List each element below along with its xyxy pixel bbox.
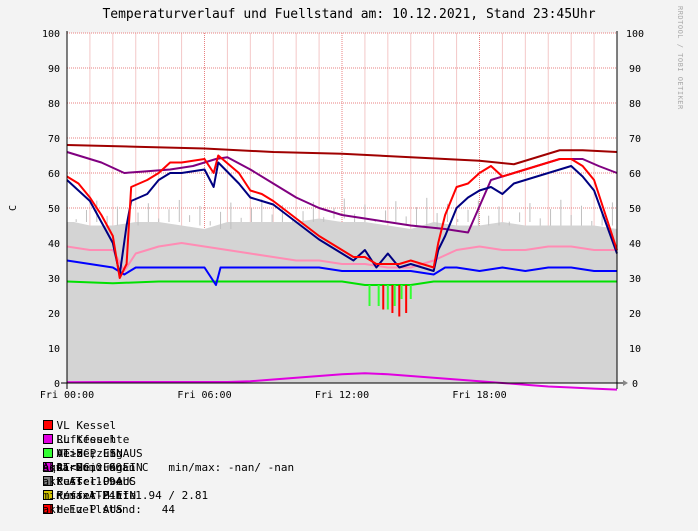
y-tick-label-left: 80 (48, 99, 60, 110)
y-tick-label-left: 20 (48, 309, 60, 320)
stat-fuellstand: akt.Fuellstand: 44 (42, 503, 175, 516)
y-tick-label-right: 90 (629, 64, 641, 75)
series-heiz-p-ein (66, 280, 617, 286)
y-tick-label-left: 100 (42, 29, 60, 40)
y-tick-label-left: 0 (54, 379, 60, 390)
legend-item-luftfeuchte: Luftfeuchte (42, 433, 150, 447)
y-tick-label-right: 70 (629, 134, 641, 145)
y-tick-label-left: 50 (48, 204, 60, 215)
series-vl-heizung (66, 242, 617, 272)
series-luftfeuchte (66, 372, 618, 391)
y-axis-label: C (8, 205, 19, 211)
legend-label: VL Kessel (56, 419, 117, 432)
y-tick-label-left: 60 (48, 169, 60, 180)
y-tick-label-right: 20 (629, 309, 641, 320)
chart-svg: 0 0 10 10 20 20 30 30 40 40 50 50 60 60 70 70 80 80 90 90 10… (8, 29, 644, 401)
series-rl-kessel (66, 161, 618, 276)
y-tick-label-left: 40 (48, 239, 60, 250)
x-tick-label: Fri 06:00 (177, 390, 231, 401)
fuellstand-area (67, 218, 617, 383)
y-tick-label-right: 0 (632, 379, 638, 390)
x-tick-label: Fri 00:00 (40, 390, 94, 401)
legend-item-heiz-p-ein: Heiz-P EIN (42, 447, 149, 461)
y-tick-label-left: 30 (48, 274, 60, 285)
legend-label: Heiz-P EIN (56, 447, 123, 460)
chart-title: Temperaturverlauf und Fuellstand am: 10.… (102, 7, 596, 22)
stat-at: akt.AT:-1.94 C (42, 475, 136, 488)
legend-label: RL Kessel (56, 433, 117, 446)
y-tick-label-right: 80 (629, 99, 641, 110)
y-tick-label-right: 10 (629, 344, 641, 355)
y-tick-label-right: 100 (626, 29, 644, 40)
legend: VL Kessel RL Kessel VL Heizung RL Heizun… (16, 405, 696, 516)
legend-swatch (42, 420, 53, 430)
legend-label: AT>5C, FS AUS (56, 447, 143, 460)
series-rl-heizung (66, 259, 617, 286)
x-tick-label: Fri 12:00 (315, 390, 369, 401)
legend-label: Luftfeuchte (56, 433, 130, 446)
y-tick-label-right: 50 (629, 204, 641, 215)
x-tick-label: Fri 18:00 (452, 390, 506, 401)
legend-item-vl-kessel: VL Kessel (42, 419, 127, 433)
legend-swatch (42, 448, 53, 458)
rrdtool-watermark: RRDTOOL / TOBI OETIKER (676, 6, 684, 110)
y-tick-label-right: 30 (629, 274, 641, 285)
y-tick-label-left: 90 (48, 64, 60, 75)
legend-row-1: VL Kessel RL Kessel VL Heizung RL Heizun… (16, 405, 696, 502)
y-tick-label-left: 70 (48, 134, 60, 145)
y-tick-label-right: 60 (629, 169, 641, 180)
stat-aquarium: Aquarium: -nan C min/max: -nan/ -nan (42, 461, 295, 474)
stat-minmax: min/maxAT24h:-1.94 / 2.81 (42, 489, 209, 502)
x-axis-arrow (623, 380, 628, 386)
y-tick-label-left: 10 (48, 344, 60, 355)
series-puffer-oben (66, 144, 618, 166)
legend-swatch (42, 434, 53, 444)
series-vl-kessel (66, 154, 618, 279)
y-tick-label-right: 40 (629, 239, 641, 250)
legend-label: VL Heizung (56, 447, 123, 460)
